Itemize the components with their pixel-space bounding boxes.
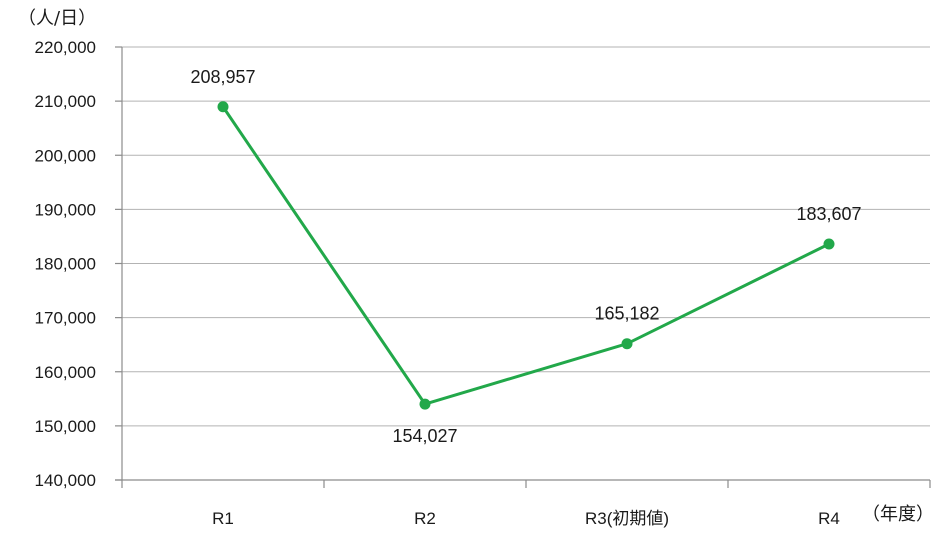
y-tick-label: 170,000 — [35, 309, 96, 328]
data-labels: 208,957 154,027 165,182 183,607 — [190, 67, 861, 446]
data-label: 154,027 — [392, 426, 457, 446]
y-tick-label: 180,000 — [35, 255, 96, 274]
x-tick-labels: R1 R2 R3(初期値) R4 — [212, 509, 840, 528]
gridlines — [122, 46, 930, 427]
x-tick-label: R1 — [212, 509, 234, 528]
y-unit-label: （人/日） — [18, 8, 96, 29]
x-unit-label: （年度） — [862, 504, 934, 525]
y-tick-label: 140,000 — [35, 471, 96, 490]
axes — [115, 46, 931, 488]
x-tick-label: R2 — [414, 509, 436, 528]
data-label: 183,607 — [796, 204, 861, 224]
y-tick-label: 190,000 — [35, 200, 96, 219]
series — [217, 101, 835, 410]
y-tick-label: 160,000 — [35, 363, 96, 382]
data-label: 208,957 — [190, 67, 255, 87]
x-tick-label: R4 — [818, 509, 840, 528]
y-tick-label: 200,000 — [35, 146, 96, 165]
data-point — [419, 398, 431, 410]
data-point — [217, 101, 229, 113]
y-tick-labels: 140,000 150,000 160,000 170,000 180,000 190,0… — [35, 38, 96, 490]
y-tick-label: 150,000 — [35, 417, 96, 436]
series-line — [221, 105, 830, 406]
data-point — [621, 338, 633, 350]
y-tick-label: 220,000 — [35, 38, 96, 57]
data-label: 165,182 — [594, 304, 659, 324]
data-point — [823, 238, 835, 250]
y-tick-label: 210,000 — [35, 92, 96, 111]
x-tick-label: R3(初期値) — [585, 509, 669, 528]
